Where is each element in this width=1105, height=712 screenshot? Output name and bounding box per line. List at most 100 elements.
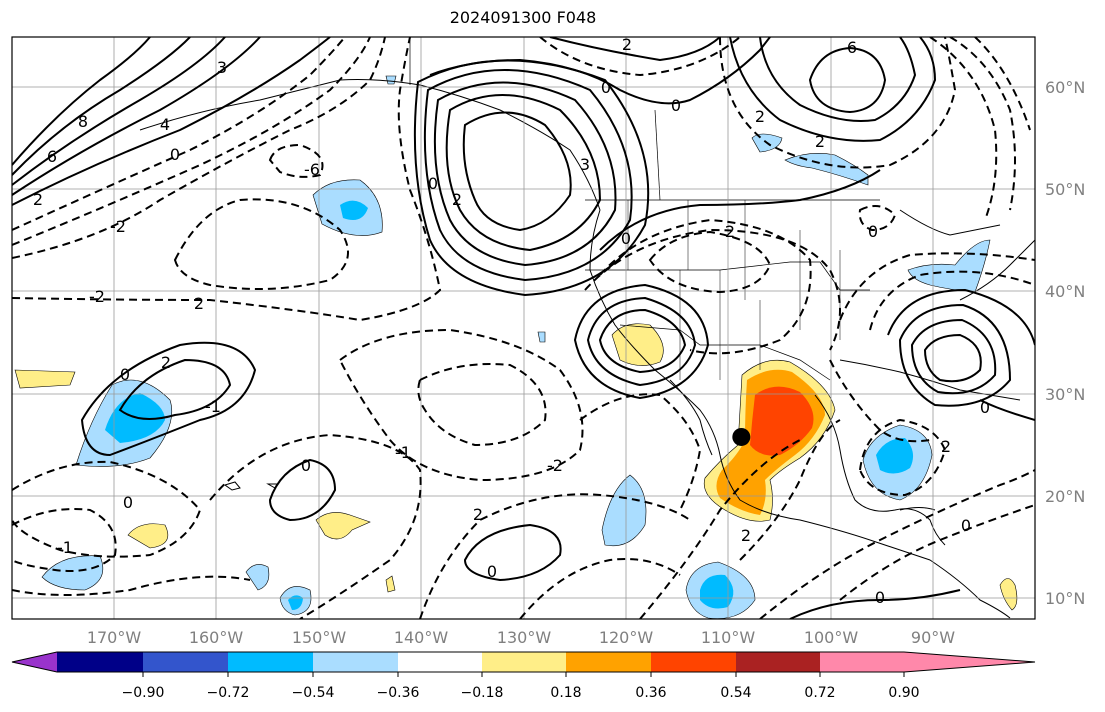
contour-dashed bbox=[579, 393, 702, 511]
contour-dashed bbox=[648, 230, 772, 294]
contour-solid bbox=[463, 523, 562, 582]
contour-label: 0 bbox=[120, 365, 130, 384]
contour-solid bbox=[573, 283, 710, 400]
lon-label: 170°W bbox=[87, 628, 142, 647]
contour-label: -2 bbox=[547, 456, 563, 475]
contour-solid bbox=[445, 94, 602, 252]
contour-label: 8 bbox=[78, 112, 88, 131]
lon-label: 140°W bbox=[394, 628, 449, 647]
contour-solid bbox=[12, 37, 191, 176]
shade-blue bbox=[288, 595, 303, 610]
contour-solid bbox=[910, 318, 997, 395]
contour-label: 3 bbox=[580, 155, 590, 174]
contour-solid bbox=[12, 37, 151, 166]
shaded-areas bbox=[14, 75, 1018, 619]
coastline bbox=[814, 394, 946, 546]
colorbar-outline bbox=[11, 651, 1036, 673]
contour-label: 6 bbox=[847, 38, 857, 57]
contour-solid bbox=[12, 37, 226, 186]
contour-solid bbox=[759, 37, 917, 122]
contour-label: 2 bbox=[452, 190, 462, 209]
colorbar: −0.90 −0.72 −0.54 −0.36 −0.18 0.18 0.36 … bbox=[11, 651, 1036, 701]
colorbar-tick-label: 0.90 bbox=[888, 685, 919, 701]
contour-label: 3 bbox=[217, 58, 227, 77]
gridlines bbox=[12, 37, 1035, 619]
contour-label: -6 bbox=[304, 160, 320, 179]
contour-label: 4 bbox=[160, 115, 170, 134]
contour-dashed bbox=[268, 143, 324, 178]
lon-label: 100°W bbox=[804, 628, 859, 647]
lat-label: 50°N bbox=[1045, 180, 1085, 199]
contour-dashed bbox=[829, 359, 931, 443]
map-content: 8 6 4 2 0 -6 -2 2 -2 0 2 -1 0 -1 -2 0 2 … bbox=[12, 37, 1035, 619]
contour-label: 2 bbox=[815, 132, 825, 151]
contour-dashed bbox=[12, 575, 251, 596]
colorbar-segment bbox=[820, 652, 904, 672]
map-background bbox=[12, 37, 1035, 619]
shade-light-blue bbox=[41, 555, 104, 591]
coastline bbox=[139, 79, 601, 211]
contour-solid bbox=[549, 37, 721, 62]
contour-label: 0 bbox=[671, 96, 681, 115]
contour-dashed bbox=[12, 37, 346, 231]
contour-dashed bbox=[12, 460, 202, 558]
shade-yellow bbox=[127, 523, 169, 549]
lon-label: 90°W bbox=[911, 628, 955, 647]
contour-label: -1 bbox=[395, 443, 411, 462]
shade-light-blue bbox=[784, 153, 869, 186]
contour-dashed bbox=[173, 198, 349, 290]
contour-dashed bbox=[929, 37, 998, 221]
shade-light-blue bbox=[601, 474, 647, 547]
contour-label: 0 bbox=[123, 493, 133, 512]
location-marker bbox=[732, 427, 751, 446]
lat-label: 10°N bbox=[1045, 589, 1085, 608]
contour-dashed bbox=[869, 270, 1035, 331]
contour-label: 2 bbox=[161, 353, 171, 372]
contour-solid bbox=[118, 358, 232, 420]
contour-solid bbox=[729, 37, 937, 142]
contour-dashed bbox=[858, 205, 897, 232]
map-frame bbox=[11, 36, 1036, 620]
colorbar-tick-label: −0.36 bbox=[377, 685, 420, 701]
contour-label: 0 bbox=[601, 78, 611, 97]
contour-solid bbox=[429, 37, 771, 105]
contour-dashed bbox=[974, 37, 1031, 131]
contour-dashed bbox=[839, 252, 1035, 321]
shade-yellow bbox=[14, 369, 76, 389]
contour-dashed bbox=[858, 418, 947, 497]
border bbox=[585, 261, 870, 291]
longitude-labels: 170°W 160°W 150°W 140°W 130°W 120°W 110°… bbox=[87, 628, 955, 647]
shade-yellow bbox=[611, 323, 664, 366]
contour-solid bbox=[789, 589, 961, 619]
contour-solid bbox=[887, 288, 1035, 346]
contour-solid bbox=[599, 169, 881, 251]
contour-labels: 8 6 4 2 0 -6 -2 2 -2 0 2 -1 0 -1 -2 0 2 … bbox=[33, 37, 990, 607]
colorbar-segment bbox=[313, 652, 398, 672]
colorbar-segment bbox=[398, 652, 482, 672]
contour-solid bbox=[923, 333, 982, 383]
contour-dashed bbox=[584, 228, 841, 351]
shade-yellow bbox=[385, 575, 396, 593]
colorbar-tick-label: 0.54 bbox=[720, 685, 751, 701]
coastline bbox=[669, 379, 713, 456]
contour-dashed bbox=[12, 37, 371, 246]
contour-label: 2 bbox=[741, 526, 751, 545]
colorbar-segment bbox=[228, 652, 313, 672]
colorbar-tick-label: 0.36 bbox=[635, 685, 666, 701]
shade-yellow bbox=[999, 578, 1018, 611]
contour-dashed bbox=[419, 493, 691, 619]
lat-label: 20°N bbox=[1045, 487, 1085, 506]
coastline bbox=[589, 209, 1011, 619]
lat-label: 30°N bbox=[1045, 385, 1085, 404]
contour-solid bbox=[423, 69, 633, 282]
contour-solid bbox=[586, 296, 697, 387]
colorbar-tick-label: 0.18 bbox=[550, 685, 581, 701]
contour-dashed bbox=[839, 504, 1035, 601]
colorbar-tick-label: 0.72 bbox=[804, 685, 835, 701]
lon-label: 120°W bbox=[599, 628, 654, 647]
colorbar-right-extension bbox=[904, 652, 1035, 672]
contour-solid bbox=[808, 46, 887, 114]
contour-solid bbox=[12, 37, 331, 206]
contour-label: -1 bbox=[57, 538, 73, 557]
colorbar-left-extension bbox=[12, 652, 57, 672]
